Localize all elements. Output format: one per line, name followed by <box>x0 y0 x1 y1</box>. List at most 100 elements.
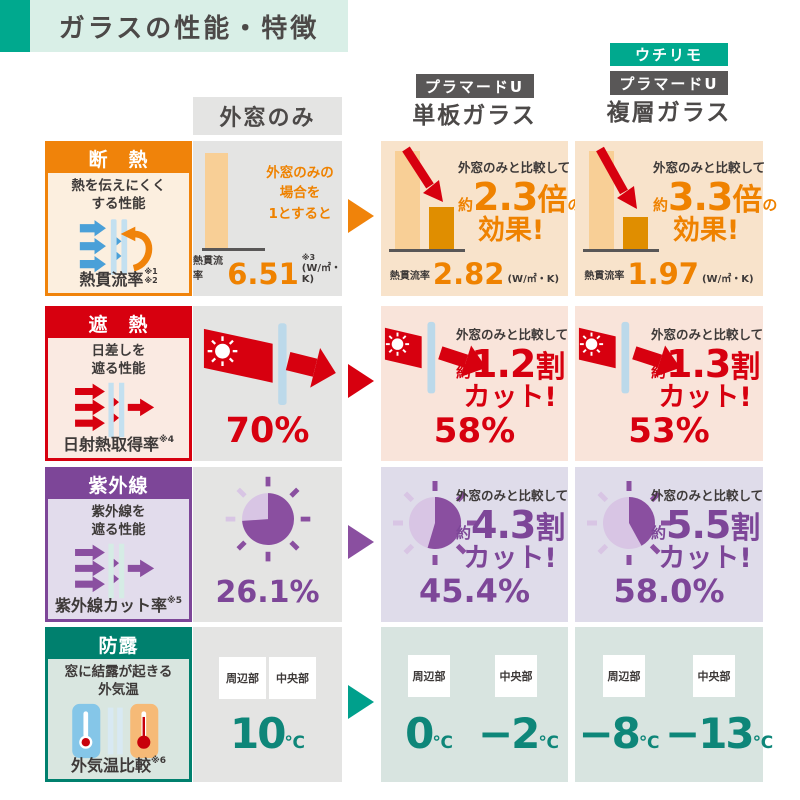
edge-temp: −8℃ <box>575 713 663 755</box>
compare-block: 外窓のみと比較して 約5.5割 カット! <box>651 485 764 574</box>
uchirimo-badge: ウチリモ <box>610 43 728 66</box>
shgc-baseline-value: 70% <box>225 411 310 451</box>
flow-arrow-insulation <box>348 199 374 233</box>
compare-caption: 外窓のみと比較して <box>456 488 569 503</box>
shgc-double-value: 53% <box>628 411 710 451</box>
compare-headline: 約1.3割 <box>651 345 760 383</box>
row-title-insulation: 断 熱 <box>48 144 189 173</box>
approx-mark: 約 <box>456 363 472 381</box>
page-title-box: ガラスの性能・特徴 <box>30 0 348 52</box>
compare-headline: 約3.3倍の <box>653 178 777 218</box>
factor-unit: 倍 <box>732 183 763 218</box>
row-desc-line1: 日差しを <box>91 343 146 359</box>
row-label-body-uv: 紫外線を 遮る性能 紫外線カット率 ※5 <box>48 499 189 619</box>
cell-uv-double: 外窓のみと比較して 約5.5割 カット! 58.0% <box>575 467 763 622</box>
cut-number: 1.2 <box>471 342 536 386</box>
cell-condensation-baseline: 周辺部 中央部 10℃ <box>193 627 342 782</box>
compare-headline: 約4.3割 <box>456 503 565 547</box>
bar-baseline <box>389 249 465 252</box>
metric-ref: ※6 <box>151 756 167 766</box>
column-header-baseline: 外窓のみ <box>193 97 342 135</box>
cell-shading-baseline: 70% <box>193 306 342 461</box>
row-label-body-insulation: 熱を伝えにくく する性能 熱貫流率 ※1 ※2 <box>48 173 189 293</box>
metric-ref: ※4 <box>159 435 175 445</box>
page-title: ガラスの性能・特徴 <box>58 13 320 44</box>
u-value-single: 熱貫流率 2.82 (W/㎡・K) <box>381 259 568 288</box>
compare-block: 外窓のみと比較して 約3.3倍の 効果! <box>653 157 777 246</box>
sun-arrow-icon <box>384 321 487 394</box>
insulation-arrows-icon <box>79 219 152 275</box>
drop-arrow-icon <box>402 146 443 202</box>
baseline-bar <box>205 153 228 248</box>
metric-name-shading: 日射熱取得率 ※4 <box>48 436 189 453</box>
compare-block: 外窓のみと比較して 約1.3割 カット! <box>651 324 763 413</box>
ref-1: ※1 <box>144 266 158 276</box>
u-value-number: 1.97 <box>627 256 699 291</box>
cell-uv-baseline: 26.1% <box>193 467 342 622</box>
row-desc-line1: 窓に結露が起きる <box>64 664 173 680</box>
uv-double-value: 58.0% <box>613 572 725 610</box>
center-temp: −13℃ <box>665 713 773 755</box>
compare-caption: 外窓のみと比較して <box>456 327 569 342</box>
u-value-double: 熱貫流率 1.97 (W/㎡・K) <box>575 256 763 291</box>
sun-arrow-icon <box>203 323 336 405</box>
temp-unit: ℃ <box>432 733 453 753</box>
factor-tail: の <box>762 196 778 214</box>
compare-headline: 約5.5割 <box>651 506 760 544</box>
ref-2: ※2 <box>144 275 158 285</box>
short-bar <box>429 207 454 249</box>
row-title-shading: 遮 熱 <box>48 309 189 338</box>
temp-unit: ℃ <box>284 733 306 753</box>
center-label: 中央部 <box>499 670 533 683</box>
flow-arrow-shading <box>348 364 374 398</box>
metric-name-condensation: 外気温比較 ※6 <box>48 757 189 774</box>
shading-arrows-icon <box>74 382 154 438</box>
approx-mark: 約 <box>458 196 474 214</box>
row-desc-line2: する性能 <box>91 195 146 212</box>
plamado-badge-2: プラマードU <box>610 71 728 95</box>
row-desc-condensation: 窓に結露が起きる 外気温 <box>48 664 189 699</box>
u-value-unit-block: ※3 (W/㎡・K) <box>301 253 342 285</box>
cell-condensation-single: 周辺部 中央部 0℃ −2℃ <box>381 627 568 782</box>
row-label-insulation: 断 熱 熱を伝えにくく する性能 熱貫流率 ※1 ※ <box>45 141 192 296</box>
sun-pie-icon <box>225 476 311 562</box>
cell-insulation-baseline: 外窓のみの 場合を 1とすると 熱貫流率 6.51 ※3 (W/㎡・K) <box>193 141 342 296</box>
bar-baseline <box>583 249 659 252</box>
note-line1: 外窓のみの <box>266 165 334 181</box>
column-header-single: プラマードU 単板ガラス <box>381 74 568 131</box>
compare-caption: 外窓のみと比較して <box>653 160 766 175</box>
compare-block: 外窓のみと比較して 約1.2割 カット! <box>456 324 569 413</box>
row-desc-insulation: 熱を伝えにくく する性能 <box>48 178 189 213</box>
temp-number: −13 <box>665 709 755 758</box>
u-value-label: 熱貫流率 <box>389 271 430 282</box>
cell-condensation-double: 周辺部 中央部 −8℃ −13℃ <box>575 627 773 782</box>
uv-single-value: 45.4% <box>418 572 530 610</box>
flow-arrow-uv <box>348 525 374 559</box>
u-value-ref: ※3 <box>301 253 316 263</box>
cut-number: 4.3 <box>471 503 536 547</box>
row-desc-shading: 日差しを 遮る性能 <box>48 343 189 378</box>
row-desc-line2: 遮る性能 <box>91 521 146 538</box>
effect-text: 効果! <box>672 215 740 246</box>
thermometers-icon <box>71 703 158 759</box>
edge-label-box: 周辺部 <box>219 657 266 699</box>
cut-text: カット! <box>658 543 752 574</box>
compare-caption: 外窓のみと比較して <box>458 160 571 175</box>
u-value-number: 6.51 <box>227 256 299 291</box>
temp-number: −8 <box>578 709 640 758</box>
compare-headline: 約2.3倍の <box>458 178 582 218</box>
factor-unit: 倍 <box>537 183 568 218</box>
temp-number: 10 <box>229 709 286 758</box>
center-label-box: 中央部 <box>269 657 316 699</box>
approx-mark: 約 <box>653 196 669 214</box>
metric-ref: ※5 <box>167 596 183 606</box>
column-label-single-glass: 単板ガラス <box>412 103 537 129</box>
title-accent-square <box>0 0 30 52</box>
row-desc-line2: 遮る性能 <box>91 360 146 377</box>
metric-name-insulation: 熱貫流率 ※1 ※2 <box>48 267 189 288</box>
metric-text: 外気温比較 <box>70 756 151 775</box>
effect-text: 効果! <box>477 215 545 246</box>
baseline-note: 外窓のみの 場合を 1とすると <box>261 163 339 224</box>
compare-caption: 外窓のみと比較して <box>651 488 764 503</box>
center-label: 中央部 <box>697 670 731 683</box>
